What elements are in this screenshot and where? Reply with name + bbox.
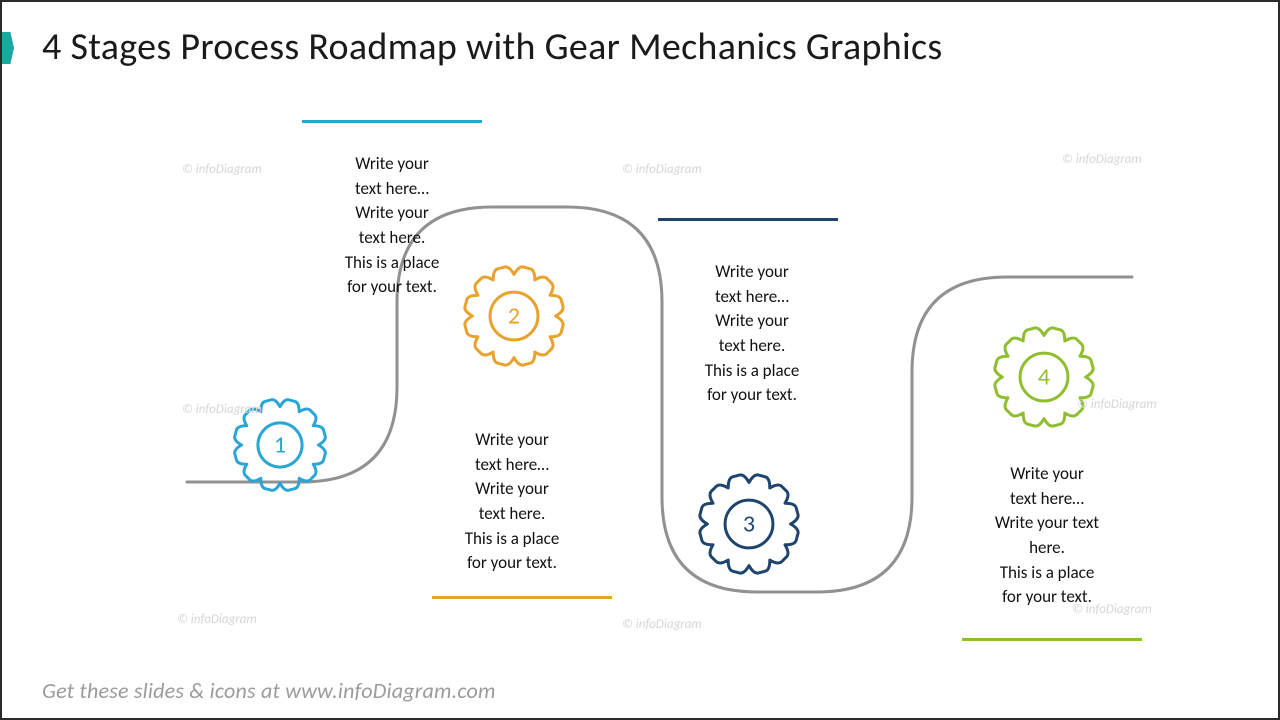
stage-4-number: 4	[1038, 363, 1050, 392]
slide: 4 Stages Process Roadmap with Gear Mecha…	[0, 0, 1280, 720]
stage-2-text: Write your text here… Write your text he…	[422, 428, 602, 576]
stage-1-text: Write your text here… Write your text he…	[302, 152, 482, 300]
stage-2-number: 2	[508, 302, 520, 331]
stage-3-accent-bar	[658, 218, 838, 221]
footer-text: Get these slides & icons at www.infoDiag…	[42, 677, 496, 704]
stage-1-accent-bar	[302, 120, 482, 123]
stage-3-text: Write your text here… Write your text he…	[662, 260, 842, 408]
stage-4-text: Write your text here… Write your text he…	[952, 462, 1142, 610]
stage-4-accent-bar	[962, 638, 1142, 641]
stage-1-number: 1	[274, 431, 286, 460]
stage-1-gear-icon: 1	[232, 397, 328, 493]
stage-2-accent-bar	[432, 596, 612, 599]
stage-3-number: 3	[743, 510, 755, 539]
stage-2-gear-icon: 2	[462, 264, 566, 368]
stage-3-gear-icon: 3	[697, 472, 801, 576]
stage-4-gear-icon: 4	[992, 325, 1096, 429]
